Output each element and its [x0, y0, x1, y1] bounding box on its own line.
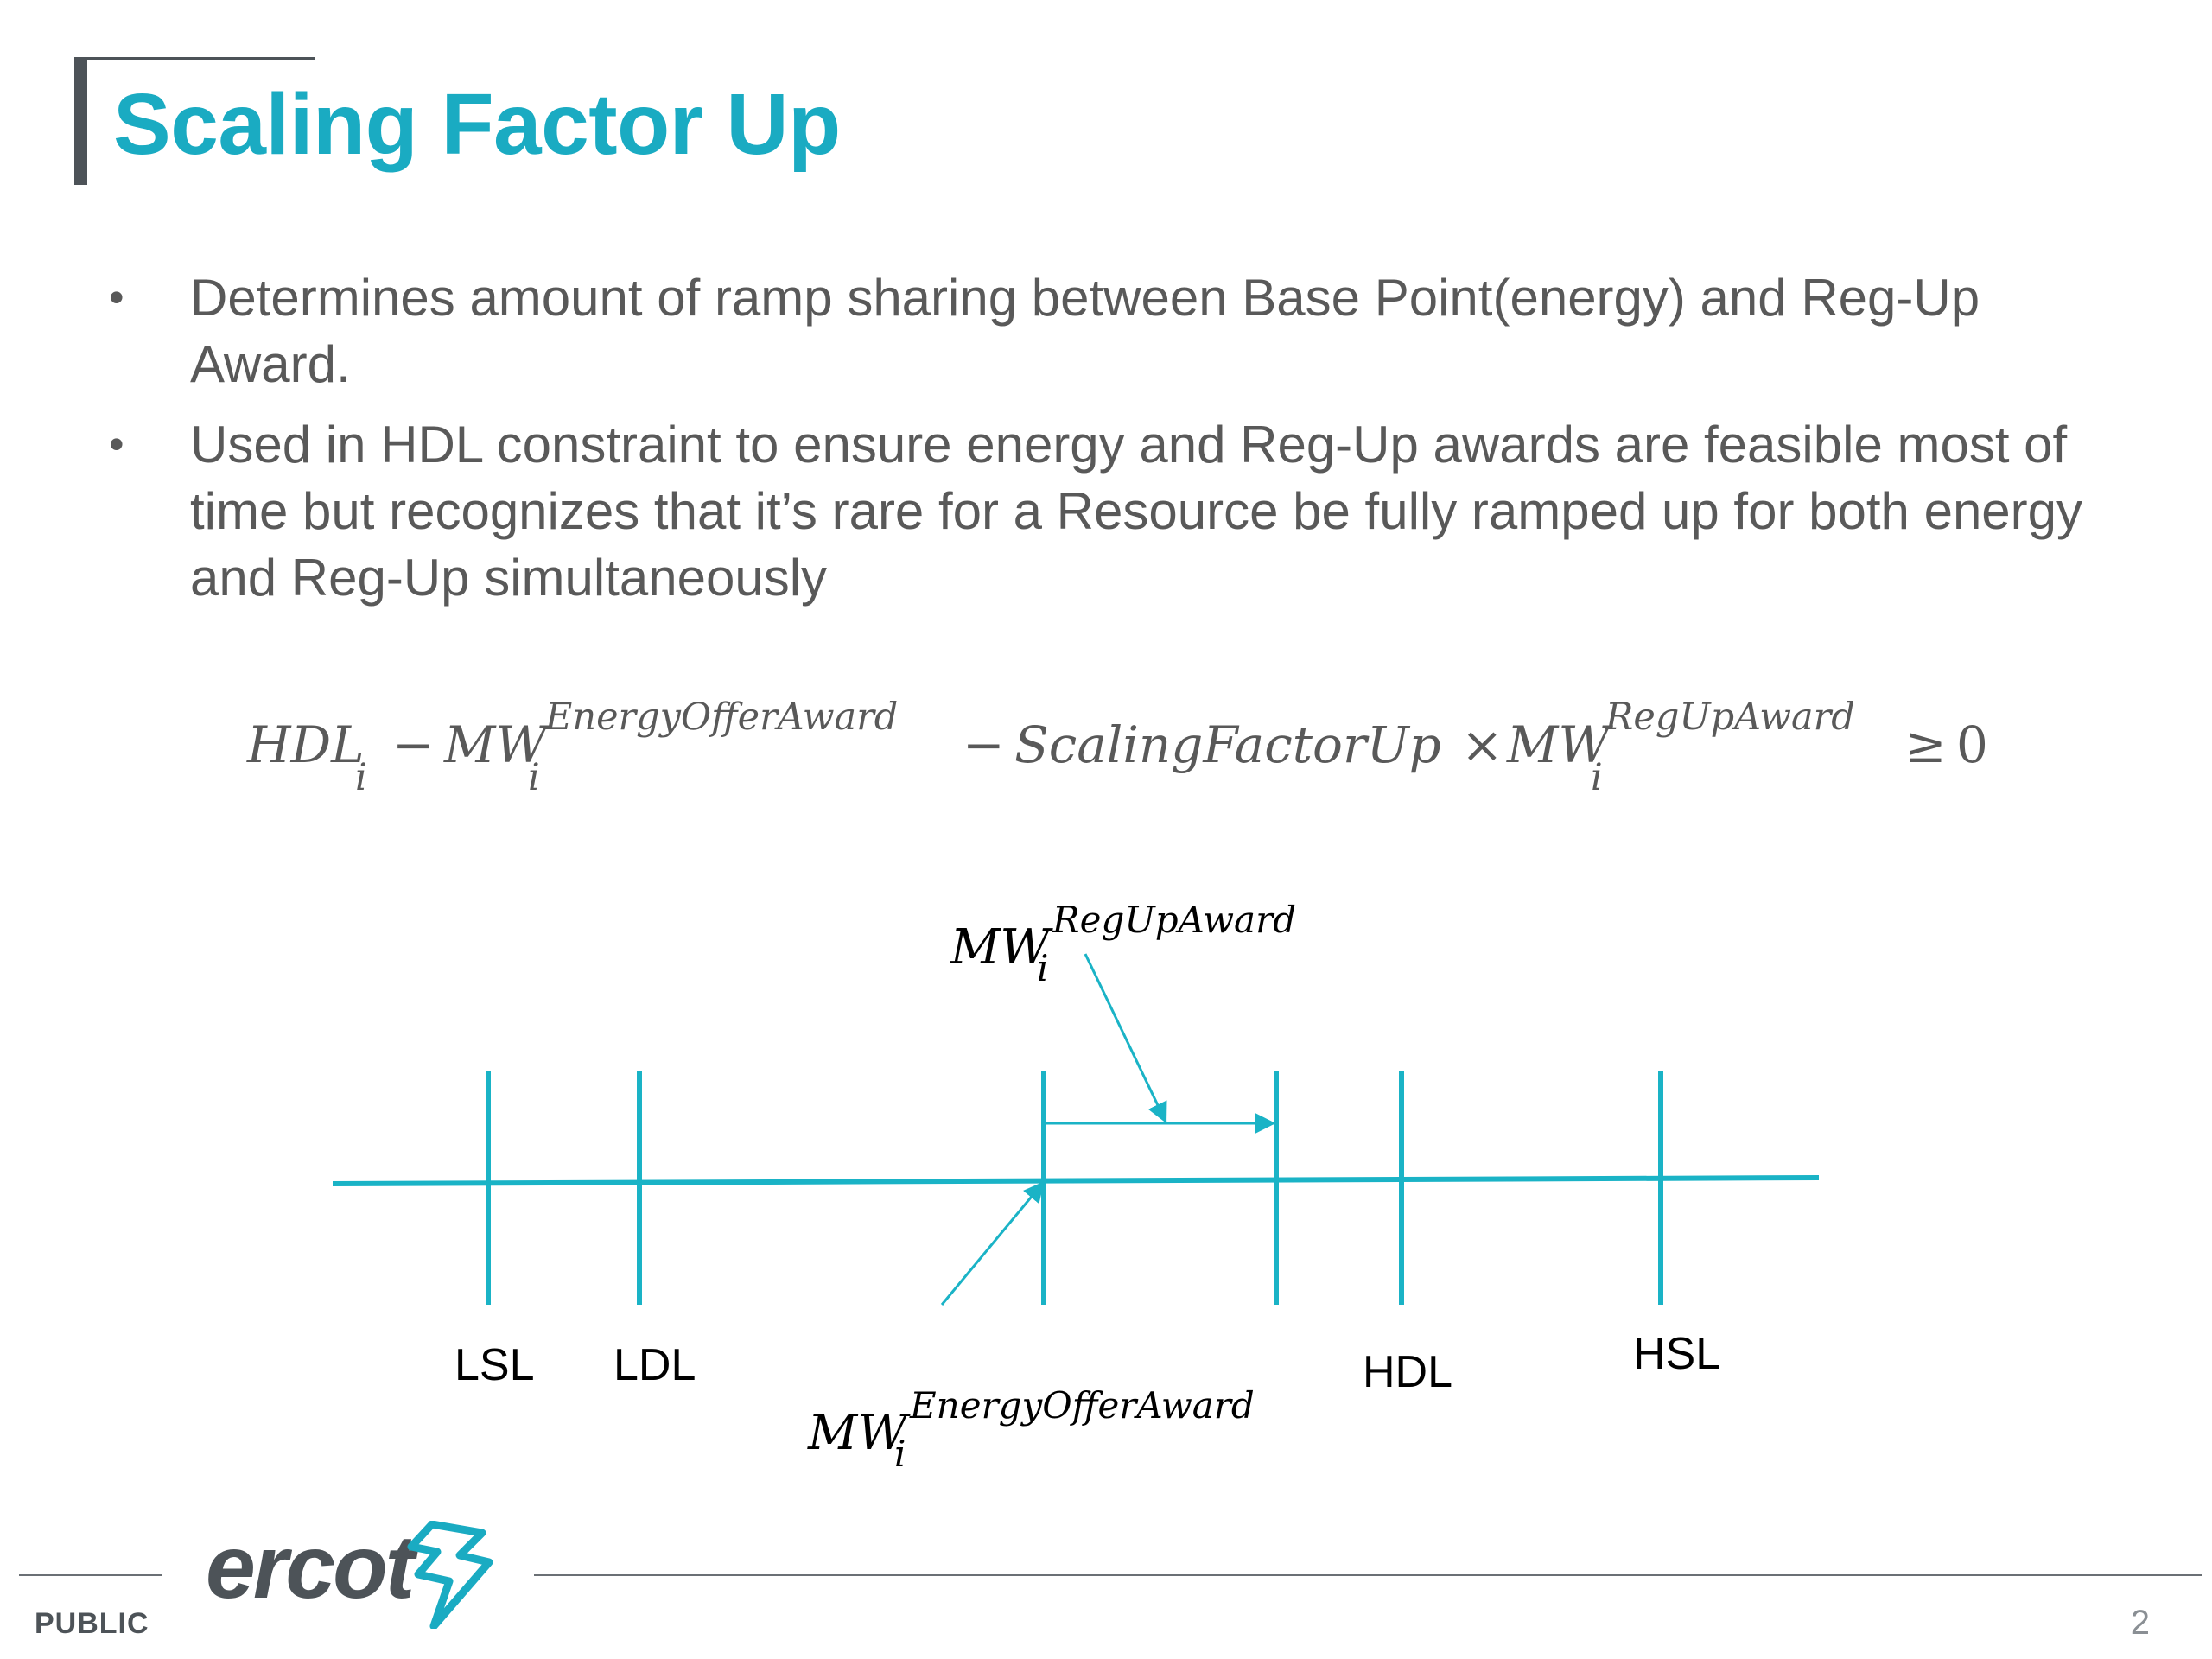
- energy-label-base: MW: [808, 1405, 907, 1461]
- eq-mw-energy-subscript: i: [528, 756, 540, 799]
- regup-label-base: MW: [950, 919, 1050, 976]
- page-number: 2: [2130, 1604, 2150, 1642]
- eq-mw-energy-superscript: EnergyOfferAward: [545, 696, 899, 739]
- ldl-label: LDL: [613, 1340, 696, 1390]
- slide-title: Scaling Factor Up: [113, 76, 841, 173]
- eq-mw-energy: MW: [444, 715, 548, 774]
- hdl-label: HDL: [1363, 1347, 1453, 1397]
- footer-rule-right: [534, 1574, 2202, 1576]
- regup-label-superscript: RegUpAward: [1052, 899, 1297, 941]
- energy-pointer-arrow: [940, 1181, 1045, 1306]
- eq-hdl: HDL: [247, 715, 365, 774]
- regup-pointer-arrow: [1084, 953, 1167, 1124]
- regup-label-subscript: i: [1037, 947, 1049, 989]
- hsl-label: HSL: [1633, 1329, 1721, 1379]
- hdl-constraint-equation: HDL i − MW EnergyOfferAward i − ScalingF…: [247, 691, 2062, 804]
- eq-minus: −: [392, 715, 435, 774]
- classification-label: PUBLIC: [35, 1607, 149, 1640]
- eq-greater-equal: ≥: [1904, 715, 1947, 774]
- eq-scaling-factor-up: ScalingFactorUp: [1014, 715, 1441, 774]
- eq-hdl-subscript: i: [355, 756, 367, 799]
- bullet-list: • Determines amount of ramp sharing betw…: [95, 264, 2134, 625]
- regup-award-label: MW RegUpAward i: [950, 899, 1331, 994]
- limits-axis-line: [332, 1175, 1820, 1186]
- bullet-text: Determines amount of ramp sharing betwee…: [190, 269, 1980, 393]
- ercot-logo-icon: [407, 1521, 493, 1629]
- eq-zero: 0: [1956, 715, 1988, 774]
- bullet-dot-icon: •: [109, 420, 124, 468]
- bullet-item: • Determines amount of ramp sharing betw…: [95, 264, 2134, 397]
- eq-mw-regup-subscript: i: [1591, 756, 1603, 799]
- footer-rule-left: [19, 1574, 162, 1576]
- eq-times: ×: [1461, 715, 1503, 774]
- energy-award-label: MW EnergyOfferAward i: [808, 1384, 1326, 1479]
- eq-mw-regup-superscript: RegUpAward: [1605, 696, 1855, 739]
- bullet-text: Used in HDL constraint to ensure energy …: [190, 416, 2083, 607]
- title-accent-bar: [74, 57, 87, 185]
- eq-mw-regup: MW: [1507, 715, 1611, 774]
- title-accent-rule: [74, 57, 315, 60]
- bullet-dot-icon: •: [109, 273, 124, 321]
- energy-label-superscript: EnergyOfferAward: [910, 1384, 1255, 1427]
- energy-label-subscript: i: [894, 1433, 906, 1475]
- lsl-label: LSL: [454, 1340, 535, 1390]
- eq-minus: −: [963, 715, 1005, 774]
- ercot-logo-text: ercot: [206, 1517, 415, 1618]
- bullet-item: • Used in HDL constraint to ensure energ…: [95, 411, 2134, 611]
